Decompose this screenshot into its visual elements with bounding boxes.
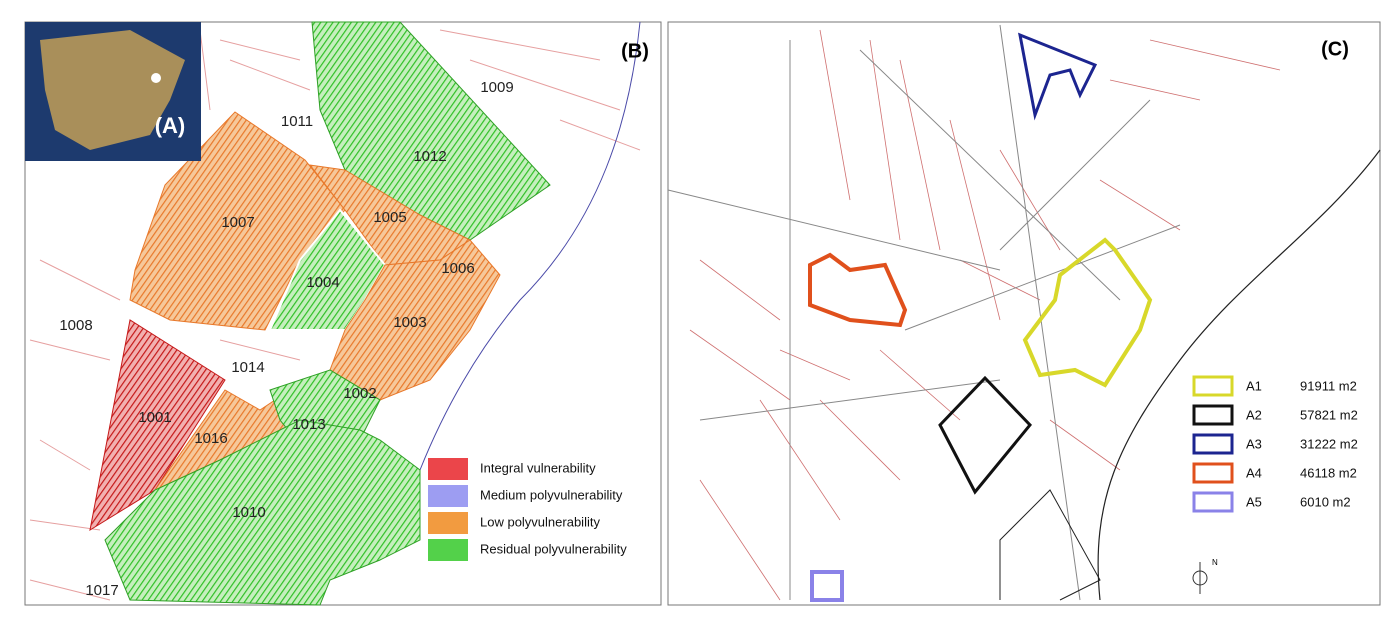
legend-value: 91911 m2 [1300,378,1357,393]
district-label: 1003 [393,314,426,331]
inset-land [40,30,185,150]
district-label: 1008 [59,317,92,334]
district-label: 1016 [194,430,227,447]
district-label: 1002 [343,385,376,402]
inset-label: (A) [155,113,186,138]
panel-c-frame [667,21,1381,606]
district-label: 1009 [480,79,513,96]
districts [89,21,551,606]
legend-value: 46118 m2 [1300,465,1357,480]
district-area [329,239,501,401]
street-grid [29,29,641,601]
district-area [89,319,226,532]
district-label: 1014 [231,359,264,376]
legend-value: 31222 m2 [1300,436,1358,451]
area-outline [1022,237,1153,388]
district-label: 1006 [441,260,474,277]
legend-swatch [428,485,468,507]
area-outline [938,375,1033,495]
legend-label: A4 [1246,465,1262,480]
legend-swatch [1192,491,1234,513]
legend-label: A5 [1246,494,1262,509]
legend-swatch [1192,462,1234,484]
district-label: 1012 [413,148,446,165]
legend-label: A2 [1246,407,1262,422]
area-outline [1018,32,1098,121]
legend-swatch [428,458,468,480]
legend-label: A1 [1246,378,1262,393]
district-label: 1010 [232,504,265,521]
legend-swatch [428,539,468,561]
inset-marker [151,73,161,83]
legend-swatch [1192,433,1234,455]
area-outline [808,252,908,328]
district-area [104,419,421,606]
legend-swatch [1192,404,1234,426]
legend-value: 6010 m2 [1300,494,1351,509]
north-label: N [1212,558,1218,567]
district-label: 1007 [221,214,254,231]
legend-swatch [428,512,468,534]
legend: A1 91911 m2 A2 57821 m2 A3 31222 m2 A4 46118 m2… [1192,375,1358,513]
coastline [1097,149,1381,601]
district-label: 1011 [281,113,313,130]
district-label: 1001 [138,409,171,426]
parcels [689,29,1281,601]
port [999,489,1101,601]
district-label: 1017 [85,582,118,599]
roads [667,24,1181,601]
legend-swatch [1192,375,1234,397]
legend-label: Residual polyvulnerability [480,541,627,556]
panel-label: (B) [621,40,649,62]
legend-label: Integral vulnerability [480,460,596,475]
panel-label: (C) [1321,38,1349,60]
legend-label: Low polyvulnerability [480,514,600,529]
coastline [419,21,641,471]
legend: Integral vulnerability Medium polyvulnera… [428,458,627,561]
district-label: 1004 [306,274,339,291]
legend-value: 57821 m2 [1300,407,1358,422]
district-label: 1005 [373,209,406,226]
area-outline [810,570,844,602]
legend-label: A3 [1246,436,1262,451]
legend-label: Medium polyvulnerability [480,487,623,502]
district-label: 1013 [292,416,325,433]
